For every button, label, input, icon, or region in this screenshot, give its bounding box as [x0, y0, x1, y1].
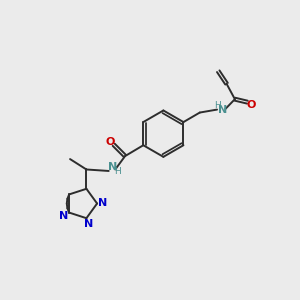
Text: N: N	[98, 199, 107, 208]
Text: H: H	[214, 100, 221, 109]
Text: N: N	[218, 105, 227, 115]
Text: N: N	[59, 211, 68, 220]
Text: O: O	[105, 137, 115, 147]
Text: N: N	[84, 218, 93, 229]
Text: N: N	[108, 162, 117, 172]
Text: H: H	[114, 167, 121, 176]
Text: O: O	[247, 100, 256, 110]
